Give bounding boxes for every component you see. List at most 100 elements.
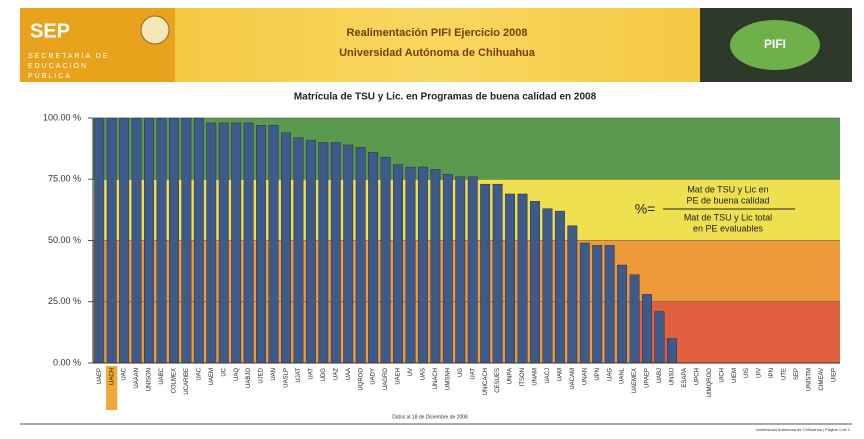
bar: [305, 139, 316, 364]
x-tick-label: UAN: [271, 368, 277, 381]
x-tick-label: UCARIBE: [184, 368, 190, 395]
x-tick-label: UNAM: [533, 368, 539, 386]
x-tick-label: ESAPA: [682, 368, 688, 388]
x-tick-label: UTE: [782, 368, 788, 380]
x-tick-label: ITSON: [520, 368, 526, 386]
bar: [355, 147, 366, 364]
bar: [579, 242, 590, 364]
x-tick-label: UIEM: [732, 368, 738, 383]
x-tick-label: UPCH: [694, 368, 700, 385]
x-tick-label: UC: [221, 367, 227, 376]
bar: [480, 183, 491, 364]
chart-title: Matrícula de TSU y Lic. en Programas de …: [294, 92, 597, 103]
x-tick-label: UAS: [421, 368, 427, 380]
bar: [642, 294, 652, 364]
bar: [181, 117, 192, 364]
x-tick-label: UIEP: [831, 368, 837, 382]
x-tick-label: CIMEAV: [819, 368, 825, 391]
x-tick-label: UQROO: [358, 368, 364, 391]
x-tick-label: IPN: [769, 368, 775, 378]
y-tick-label: 0.00 %: [53, 357, 81, 367]
x-tick-label: UANL: [620, 367, 626, 384]
bar: [430, 169, 441, 364]
bar: [604, 245, 615, 364]
bar: [455, 176, 466, 364]
x-tick-label: UPN: [595, 368, 601, 381]
x-tick-label: UAC: [122, 367, 128, 380]
bar: [393, 164, 403, 364]
label-highlight: [106, 366, 118, 410]
formula-prefix: %=: [635, 201, 656, 217]
badge-ring: [730, 20, 820, 70]
x-tick-label: UAM: [557, 368, 563, 381]
x-tick-label: UJED: [259, 367, 265, 383]
bar: [666, 338, 677, 364]
bar: [256, 125, 267, 364]
zone-yellow: [93, 179, 840, 241]
bar: [243, 122, 254, 364]
bar: [542, 208, 553, 364]
y-tick-label: 75.00 %: [48, 174, 81, 184]
bar: [530, 201, 540, 364]
ministry: SECRETARÍA DE EDUCACIÓN PÚBLICA: [28, 53, 110, 80]
bar: [281, 132, 291, 364]
x-tick-label: UNISON: [147, 368, 153, 391]
x-tick-label: UAQ: [234, 368, 240, 381]
x-tick-label: UAEH: [396, 368, 402, 385]
x-tick-label: UJAT: [296, 368, 302, 383]
x-tick-label: UABJO: [246, 368, 252, 388]
x-tick-label: UNICACH: [483, 368, 489, 395]
bar: [405, 166, 416, 364]
x-tick-label: UAAAN: [134, 368, 140, 389]
x-tick-label: UAG: [607, 368, 613, 381]
bar: [592, 245, 603, 364]
header-line2: Universidad Autónoma de Chihuahua: [339, 47, 536, 59]
x-tick-label: UNACH: [433, 368, 439, 389]
x-tick-label: UNAN: [582, 368, 588, 385]
x-tick-label: UACJ: [545, 368, 551, 384]
x-tick-label: UAT: [308, 368, 314, 380]
bar: [131, 117, 142, 364]
x-tick-label: UASLP: [284, 368, 290, 388]
x-tick-label: UPAEP: [645, 368, 651, 388]
x-tick-label: UACH: [109, 368, 115, 385]
bar: [144, 117, 154, 364]
bar: [617, 264, 628, 364]
x-tick-label: COLMEX: [172, 368, 178, 393]
x-tick-label: UAC: [196, 367, 202, 380]
zone-green: [93, 118, 840, 180]
bar: [517, 193, 528, 364]
x-tick-label: UABC: [159, 367, 165, 384]
x-tick-label: UAZ: [333, 368, 339, 380]
bar: [442, 174, 453, 364]
x-tick-label: UNSIJ: [670, 368, 676, 385]
x-tick-label: UMSNH: [445, 368, 451, 390]
x-tick-label: UAA: [346, 368, 352, 380]
x-tick-label: UV: [408, 368, 414, 376]
x-tick-label: UAEP: [97, 368, 103, 384]
bar: [505, 193, 516, 364]
logo: SEP: [30, 20, 70, 42]
bar: [268, 125, 279, 364]
x-tick-label: UADY: [371, 368, 377, 385]
y-tick-label: 50.00 %: [48, 235, 81, 245]
formula-denominator: Mat de TSU y Lic total: [684, 212, 772, 222]
footnote: Datos al 18 de Diciembre de 2008: [392, 414, 468, 420]
x-tick-label: CESUES: [495, 368, 501, 393]
bar: [231, 122, 242, 364]
bar: [156, 117, 167, 364]
footer: Universidad Autónoma de Chihuahua | Pági…: [756, 427, 851, 432]
bar: [94, 117, 105, 364]
x-tick-label: UABJ: [657, 368, 663, 383]
bar: [368, 152, 379, 364]
bar: [467, 176, 478, 364]
bar: [218, 122, 229, 364]
y-tick-label: 100.00 %: [43, 112, 81, 122]
ministry-box: SECRETARÍA DE EDUCACIÓN PÚBLICA: [28, 53, 110, 80]
x-tick-label: UIS: [744, 368, 750, 378]
bar: [193, 117, 204, 364]
x-tick-label: UG: [458, 368, 464, 377]
x-tick-label: UIMQROO: [707, 368, 713, 398]
